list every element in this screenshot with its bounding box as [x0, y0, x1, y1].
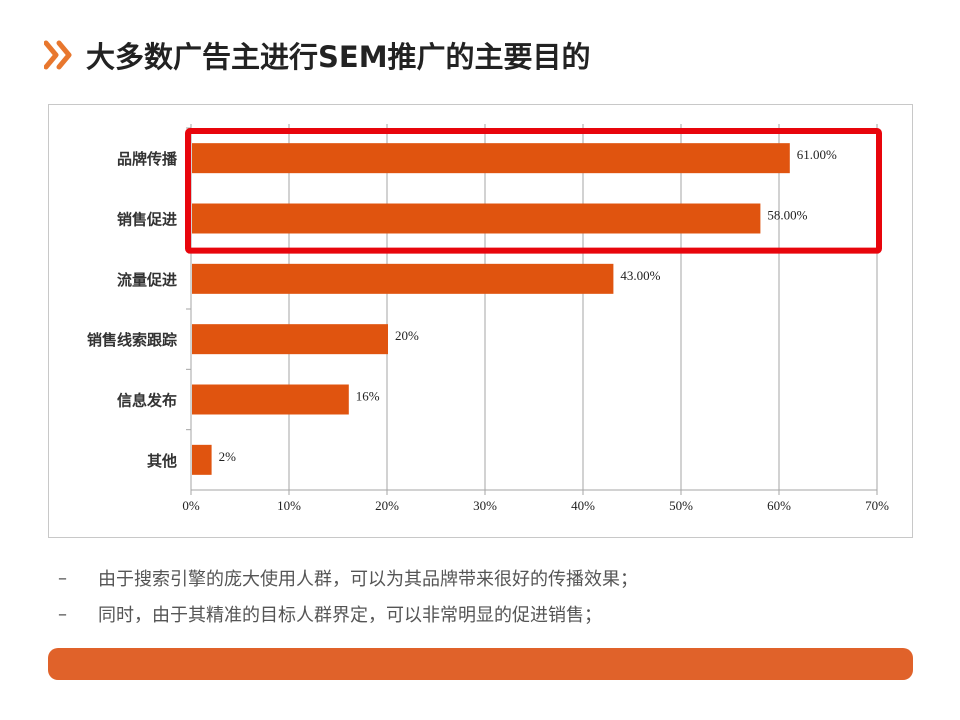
data-label: 2% [219, 449, 237, 464]
bottom-accent-bar [48, 648, 913, 680]
data-label: 58.00% [767, 208, 807, 223]
category-label: 品牌传播 [117, 150, 178, 168]
bar [192, 324, 388, 355]
category-label: 流量促进 [117, 271, 177, 289]
x-tick-label: 20% [375, 498, 399, 513]
bar [192, 263, 614, 294]
title-area: 大多数广告主进行SEM推广的主要目的 [44, 34, 591, 76]
data-label: 61.00% [797, 147, 837, 162]
bullet-item: – 由于搜索引擎的庞大使用人群，可以为其品牌带来很好的传播效果； [58, 560, 638, 596]
x-tick-label: 30% [473, 498, 497, 513]
x-tick-label: 60% [767, 498, 791, 513]
x-tick-label: 50% [669, 498, 693, 513]
bullet-item: – 同时，由于其精准的目标人群界定，可以非常明显的促进销售； [58, 596, 638, 632]
page-title: 大多数广告主进行SEM推广的主要目的 [86, 40, 591, 74]
category-label: 销售线索跟踪 [87, 331, 177, 349]
highlight-box [185, 128, 882, 254]
data-label: 16% [356, 389, 380, 404]
bullet-text: 由于搜索引擎的庞大使用人群，可以为其品牌带来很好的传播效果； [98, 569, 638, 590]
x-tick-label: 0% [182, 498, 200, 513]
bar [192, 444, 212, 475]
bar [192, 384, 349, 415]
category-label: 信息发布 [117, 392, 177, 410]
bar [192, 143, 790, 174]
category-label: 销售促进 [117, 211, 177, 229]
data-label: 43.00% [620, 268, 660, 283]
data-label: 20% [395, 328, 419, 343]
category-label: 其他 [147, 452, 177, 470]
bullet-marker: – [58, 567, 67, 589]
x-tick-label: 40% [571, 498, 595, 513]
x-tick-label: 10% [277, 498, 301, 513]
bar-chart: 0% 10% 20% 30% 40% 50% 60% 70% 品牌传播 61.00% 销售促进 58.… [87, 124, 889, 513]
bullet-list: – 由于搜索引擎的庞大使用人群，可以为其品牌带来很好的传播效果； – 同时，由于… [58, 560, 638, 632]
bullet-marker: – [58, 603, 67, 625]
x-tick-label: 70% [865, 498, 889, 513]
double-chevron-icon [44, 40, 72, 70]
bullet-text: 同时，由于其精准的目标人群界定，可以非常明显的促进销售； [98, 605, 602, 626]
bar [192, 203, 761, 234]
